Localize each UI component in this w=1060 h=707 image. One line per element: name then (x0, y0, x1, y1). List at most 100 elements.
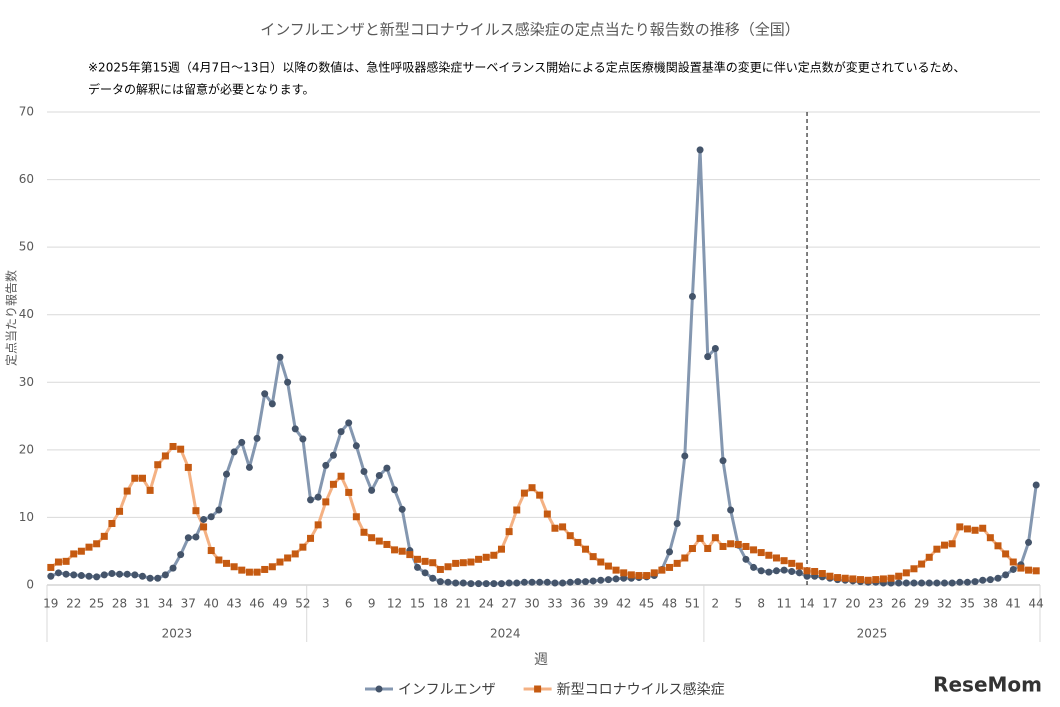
marker (429, 574, 437, 582)
marker (925, 579, 933, 587)
marker (238, 438, 246, 446)
marker (681, 452, 689, 460)
x-tick-label: 40 (204, 597, 219, 611)
legend-marker (375, 685, 383, 693)
marker (398, 547, 406, 555)
group-label: 2023 (162, 627, 193, 641)
marker (215, 506, 223, 514)
marker (307, 496, 315, 504)
marker (467, 558, 475, 566)
y-axis-title: 定点当たり報告数 (4, 270, 19, 366)
marker (100, 571, 108, 579)
marker (299, 543, 307, 551)
watermark: ReseMom (933, 673, 1042, 697)
marker (650, 569, 658, 577)
x-tick-label: 43 (227, 597, 242, 611)
marker (666, 548, 674, 556)
group-label: 2024 (490, 627, 521, 641)
marker (276, 353, 284, 361)
marker (352, 513, 360, 521)
marker (177, 445, 185, 453)
marker (375, 472, 383, 480)
marker (154, 574, 162, 582)
marker (612, 575, 620, 583)
marker (421, 557, 429, 565)
note: ※2025年第15週（4月7日～13日）以降の数値は、急性呼吸器感染症サーベイラ… (88, 60, 965, 75)
marker (536, 491, 544, 499)
marker (948, 579, 956, 587)
group-label: 2025 (857, 627, 888, 641)
marker (887, 574, 895, 582)
marker (551, 579, 559, 587)
marker (551, 524, 559, 532)
marker (711, 345, 719, 352)
marker (620, 569, 628, 577)
marker (62, 570, 70, 578)
marker (475, 580, 483, 588)
marker (230, 448, 238, 456)
legend-marker (534, 685, 542, 693)
marker (933, 545, 941, 553)
marker (895, 579, 903, 587)
x-tick-label: 24 (479, 597, 494, 611)
y-tick-label: 50 (19, 240, 34, 254)
marker (169, 442, 177, 450)
marker (520, 489, 528, 497)
marker (1032, 481, 1040, 489)
x-tick-label: 20 (845, 597, 860, 611)
marker (398, 505, 406, 513)
marker (971, 578, 979, 586)
marker (1002, 571, 1010, 579)
x-tick-label: 39 (593, 597, 608, 611)
marker (77, 572, 85, 580)
x-tick-label: 31 (135, 597, 150, 611)
marker (444, 578, 452, 586)
marker (276, 558, 284, 566)
marker (986, 534, 994, 542)
marker (902, 579, 910, 587)
marker (704, 353, 712, 361)
marker (413, 563, 421, 571)
marker (505, 579, 513, 587)
marker (54, 558, 62, 566)
marker (941, 541, 949, 549)
x-tick-label: 21 (456, 597, 471, 611)
y-tick-label: 20 (19, 442, 34, 456)
marker (635, 572, 643, 580)
marker (559, 523, 567, 531)
marker (383, 464, 391, 472)
marker (918, 579, 926, 587)
marker (979, 576, 987, 584)
marker (223, 470, 231, 478)
marker (261, 390, 269, 398)
marker (910, 579, 918, 587)
legend-label: インフルエンザ (398, 682, 496, 698)
marker (1032, 567, 1040, 575)
marker (268, 400, 276, 408)
marker (391, 486, 399, 494)
x-tick-label: 35 (960, 597, 975, 611)
marker (47, 572, 55, 580)
marker (803, 567, 811, 575)
marker (574, 578, 582, 586)
marker (123, 487, 131, 495)
marker (994, 574, 1002, 582)
x-tick-label: 2 (712, 597, 720, 611)
marker (772, 567, 780, 575)
marker (200, 523, 208, 531)
marker (169, 564, 177, 572)
marker (711, 534, 719, 542)
x-tick-label: 23 (868, 597, 883, 611)
marker (604, 562, 612, 570)
marker (207, 547, 215, 555)
marker (589, 553, 597, 561)
x-tick-label: 14 (799, 597, 814, 611)
marker (459, 559, 467, 567)
note: データの解釈には留意が必要となります。 (88, 82, 314, 97)
marker (116, 570, 124, 578)
marker (688, 292, 696, 300)
marker (528, 484, 536, 492)
marker (566, 578, 574, 586)
y-tick-label: 30 (19, 375, 34, 389)
marker (818, 570, 826, 578)
